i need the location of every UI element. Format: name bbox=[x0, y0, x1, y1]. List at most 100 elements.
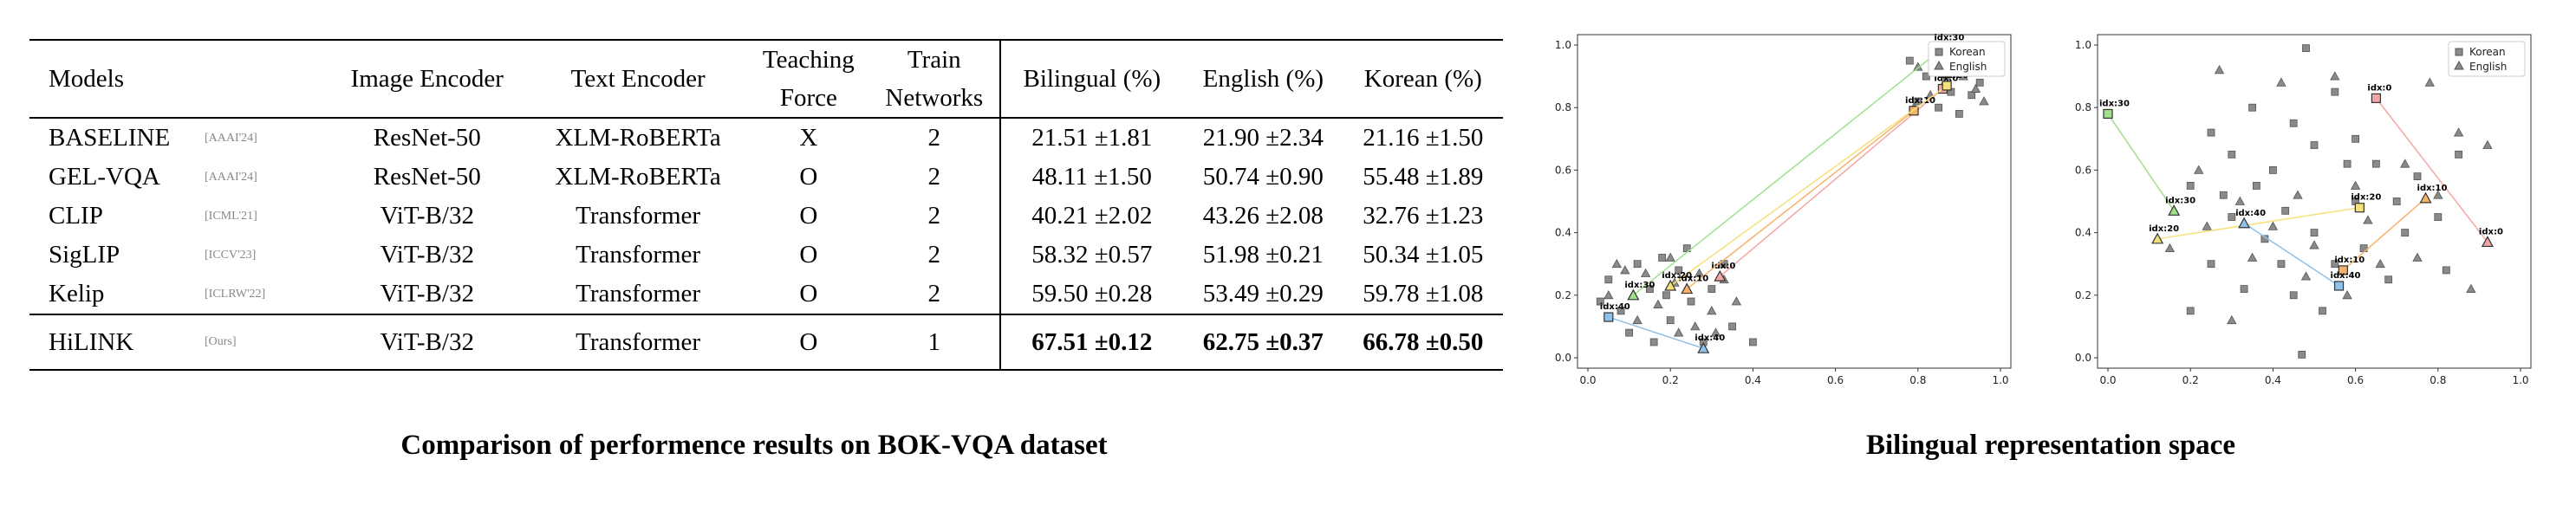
legend-english-label: English bbox=[2469, 61, 2507, 73]
english-point bbox=[1620, 265, 1630, 275]
bilingual-score: 48.11 ±1.50 bbox=[999, 158, 1184, 197]
model-name: CLIP bbox=[49, 202, 103, 230]
y-tick-label: 0.0 bbox=[1555, 352, 1571, 364]
idx-label: idx:10 bbox=[2334, 256, 2365, 265]
idx-link-line bbox=[1719, 87, 1943, 277]
korean-point bbox=[2401, 229, 2410, 237]
legend-korean-marker bbox=[1935, 48, 1943, 56]
english-point bbox=[2466, 283, 2476, 293]
korean-point bbox=[1687, 297, 1695, 306]
idx-label: idx:30 bbox=[1934, 34, 1964, 43]
korean-point bbox=[2331, 260, 2339, 269]
english-point bbox=[2276, 77, 2287, 87]
x-tick-label: 0.8 bbox=[1909, 374, 1926, 386]
korean-point bbox=[1625, 328, 1633, 337]
teaching-force: O bbox=[799, 202, 818, 230]
idx-korean-point bbox=[2103, 108, 2113, 120]
plot-caption: Bilingual representation space bbox=[1866, 430, 2235, 461]
idx-label: idx:40 bbox=[1600, 302, 1630, 312]
results-table: Models Image Encoder Text Encoder Teachi… bbox=[29, 39, 1503, 371]
korean-point bbox=[2371, 159, 2380, 168]
english-point bbox=[2342, 289, 2352, 300]
korean-point bbox=[2186, 182, 2195, 190]
model-name: GEL-VQA bbox=[49, 163, 160, 191]
idx-label: idx:0 bbox=[1711, 262, 1735, 271]
idx-link-line bbox=[2243, 223, 2339, 287]
idx-label: idx:30 bbox=[1624, 281, 1655, 290]
korean-point bbox=[2207, 128, 2215, 137]
english-point bbox=[1970, 83, 1981, 93]
english-point bbox=[2234, 196, 2245, 205]
korean-point bbox=[1968, 91, 1976, 100]
col-venue bbox=[205, 40, 326, 118]
korean-point bbox=[2319, 307, 2326, 315]
english-point bbox=[1632, 314, 1643, 325]
idx-label: idx:40 bbox=[2331, 271, 2361, 281]
train-networks: 2 bbox=[927, 280, 941, 308]
english-point bbox=[2375, 258, 2385, 269]
english-point bbox=[2293, 190, 2303, 199]
korean-point bbox=[2302, 44, 2310, 53]
korean-point bbox=[2413, 172, 2422, 181]
idx-link-line bbox=[1608, 316, 1704, 349]
train-networks: 2 bbox=[927, 163, 941, 191]
idx-english-point bbox=[1714, 269, 1727, 282]
table-row: HiLINK [Ours] ViT-B/32 Transformer O 1 67.51 ±… bbox=[29, 314, 1503, 371]
y-tick-label: 0.0 bbox=[2075, 352, 2091, 364]
korean-point bbox=[2310, 141, 2319, 149]
english-point bbox=[2363, 215, 2373, 224]
y-tick-label: 0.6 bbox=[2075, 164, 2091, 176]
english-score: 43.26 ±2.08 bbox=[1202, 202, 1324, 230]
korean-point bbox=[2186, 307, 2195, 315]
korean-point bbox=[1935, 103, 1943, 112]
legend-korean-marker bbox=[2455, 48, 2463, 56]
image-encoder: ViT-B/32 bbox=[380, 280, 474, 308]
korean-point bbox=[1975, 78, 1984, 87]
y-tick-label: 1.0 bbox=[2075, 39, 2091, 51]
idx-link-line bbox=[2157, 206, 2360, 240]
text-encoder: Transformer bbox=[528, 314, 748, 371]
train-networks: 1 bbox=[868, 314, 1000, 371]
english-point bbox=[2433, 190, 2443, 199]
legend-english-label: English bbox=[1949, 61, 1987, 73]
korean-point bbox=[1604, 275, 1613, 284]
idx-korean-point bbox=[2333, 281, 2345, 291]
col-bilingual: Bilingual (%) bbox=[999, 40, 1184, 118]
legend-english-marker bbox=[1934, 60, 1944, 70]
idx-english-point bbox=[2151, 232, 2164, 244]
table-body: BASELINE [AAAI'24] ResNet-50 XLM-RoBERTa X 2 2… bbox=[29, 118, 1503, 371]
legend-korean-label: Korean bbox=[2469, 46, 2506, 58]
model-name: Kelip bbox=[49, 280, 105, 308]
bilingual-score: 40.21 ±2.02 bbox=[999, 197, 1184, 236]
x-tick-label: 0.4 bbox=[1745, 374, 1761, 386]
idx-english-point bbox=[2419, 191, 2432, 204]
korean-point bbox=[1649, 338, 1658, 346]
teaching-force: X bbox=[799, 124, 818, 152]
idx-english-point bbox=[2481, 236, 2494, 248]
idx-english-point bbox=[1627, 288, 1640, 301]
col-image-encoder: Image Encoder bbox=[350, 65, 504, 93]
text-encoder: Transformer bbox=[576, 280, 701, 308]
korean-point bbox=[1905, 56, 1914, 65]
english-point bbox=[2202, 221, 2212, 230]
english-point bbox=[2453, 127, 2464, 137]
x-tick-label: 0.6 bbox=[2347, 374, 2364, 386]
train-networks: 2 bbox=[927, 241, 941, 269]
korean-point bbox=[2219, 191, 2228, 199]
korean-point bbox=[2392, 197, 2401, 205]
idx-label: idx:20 bbox=[2351, 193, 2381, 203]
col-train-l2: Networks bbox=[885, 84, 984, 112]
x-tick-label: 1.0 bbox=[2512, 374, 2528, 386]
english-point bbox=[2227, 314, 2237, 325]
col-teaching-l1: Teaching bbox=[762, 46, 855, 74]
korean-point bbox=[1708, 285, 1716, 293]
scatter-plot-left: 0.0 0.2 0.4 0.6 0.8 1.0 0.0 0.2 0.4 0.6 0.8 1.0 idx:… bbox=[1551, 26, 2037, 394]
korean-score: 21.16 ±1.50 bbox=[1363, 124, 1484, 152]
english-point bbox=[1690, 321, 1701, 331]
idx-english-point bbox=[1681, 282, 1694, 295]
idx-label: idx:10 bbox=[2417, 184, 2448, 193]
korean-point bbox=[1955, 110, 1963, 118]
y-tick-label: 0.4 bbox=[1555, 227, 1571, 239]
english-point bbox=[1694, 268, 1705, 277]
korean-point bbox=[2434, 213, 2443, 221]
